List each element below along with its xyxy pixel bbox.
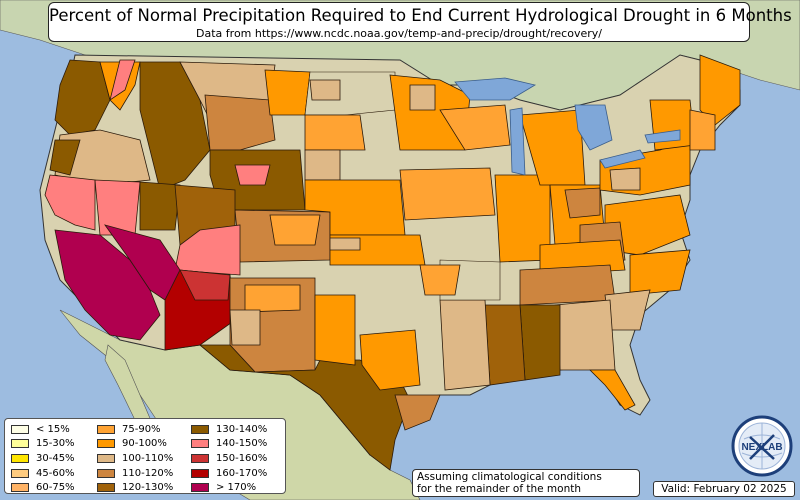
region-arkansas-louisiana (439, 299, 491, 391)
valid-date: Valid: February 02 2025 (653, 481, 795, 497)
legend-swatch (11, 439, 29, 449)
region-nevada-east (139, 181, 181, 231)
assumption-note-line1: Assuming climatological conditions (417, 471, 602, 483)
region-tx-north (359, 329, 421, 391)
region-nevada-west (94, 179, 141, 236)
title-box: Percent of Normal Precipitation Required… (48, 2, 792, 42)
region-south-dakota-west (304, 114, 366, 151)
legend-item: 15-30% (11, 437, 75, 452)
legend-label: 160-170% (216, 467, 268, 479)
map-subtitle: Data from https://www.ncdc.noaa.gov/temp… (196, 27, 602, 40)
region-montana-east (264, 69, 311, 116)
legend-swatch (97, 439, 115, 449)
legend-column-1: < 15% 15-30% 30-45% 45-60% 60-75% (11, 422, 75, 495)
legend-label: 150-160% (216, 452, 268, 464)
legend-column-2: 75-90% 90-100% 100-110% 110-120% 120-130% (97, 422, 173, 495)
legend-swatch (191, 424, 209, 434)
legend-label: < 15% (36, 423, 70, 435)
legend-item: 160-170% (191, 466, 267, 481)
assumption-note-line2: for the remainder of the month (417, 483, 582, 495)
legend-item: 100-110% (97, 451, 173, 466)
region-arizona-north (179, 269, 231, 301)
lake-ontario (644, 129, 681, 144)
region-north-carolina (629, 249, 691, 296)
legend-label: 120-130% (122, 482, 174, 494)
lake-huron (574, 104, 613, 151)
legend-label: 15-30% (36, 438, 75, 450)
legend-swatch (191, 439, 209, 449)
legend-label: 30-45% (36, 452, 75, 464)
region-nm-north (244, 284, 301, 313)
region-mississippi (484, 304, 526, 386)
legend-swatch (191, 468, 209, 478)
legend-swatch (97, 424, 115, 434)
legend-item: 60-75% (11, 480, 75, 495)
legend-item: 45-60% (11, 466, 75, 481)
legend-label: 130-140% (216, 423, 268, 435)
lake-erie (599, 149, 646, 169)
region-florida (589, 369, 636, 411)
legend-swatch (11, 483, 29, 493)
legend-item: 150-160% (191, 451, 267, 466)
legend-swatch (97, 453, 115, 463)
region-nd-west (309, 79, 341, 101)
legend-label: 45-60% (36, 467, 75, 479)
assumption-note: Assuming climatological conditions for t… (412, 469, 640, 497)
legend-label: 75-90% (122, 423, 161, 435)
legend-label: 90-100% (122, 438, 167, 450)
legend: < 15% 15-30% 30-45% 45-60% 60-75% 75-90% 90-1… (4, 418, 286, 494)
map-title: Percent of Normal Precipitation Required… (49, 6, 792, 25)
legend-item: 110-120% (97, 466, 173, 481)
legend-item: 75-90% (97, 422, 173, 437)
region-tx-panhandle (314, 294, 356, 366)
legend-label: > 170% (216, 482, 257, 494)
legend-label: 100-110% (122, 452, 174, 464)
legend-item: 90-100% (97, 437, 173, 452)
region-wisconsin (439, 104, 511, 151)
region-ks-west (329, 237, 361, 251)
lake-michigan (509, 107, 526, 176)
region-maine (699, 54, 741, 126)
legend-swatch (191, 453, 209, 463)
region-iowa (399, 167, 496, 221)
legend-item: > 170% (191, 480, 267, 495)
legend-item: 30-45% (11, 451, 75, 466)
region-new-england (689, 109, 716, 151)
legend-label: 110-120% (122, 467, 174, 479)
region-tx-coast (394, 394, 441, 431)
region-wa-cascade (109, 59, 136, 101)
legend-swatch (191, 483, 209, 493)
nexlab-logo: NEXLAB (731, 415, 793, 477)
region-nm-west (229, 309, 261, 346)
legend-label: 140-150% (216, 438, 268, 450)
legend-item: < 15% (11, 422, 75, 437)
region-alabama (519, 304, 561, 381)
region-socal (54, 229, 161, 341)
legend-item: 120-130% (97, 480, 173, 495)
legend-item: 130-140% (191, 422, 267, 437)
legend-swatch (11, 468, 29, 478)
logo-text: NEXLAB (741, 442, 782, 453)
region-sd-sw (304, 149, 341, 181)
lake-superior (454, 77, 537, 101)
region-colorado-east (269, 214, 321, 246)
region-wyoming-pocket (234, 164, 271, 186)
region-georgia (554, 299, 616, 371)
region-pa-central (609, 167, 641, 191)
legend-column-3: 130-140% 140-150% 150-160% 160-170% > 170% (191, 422, 267, 495)
region-mn-pocket (409, 84, 436, 111)
legend-swatch (97, 468, 115, 478)
region-ohio-brown (564, 187, 601, 219)
region-montana-central (204, 94, 276, 151)
region-mo-west (419, 264, 461, 296)
legend-label: 60-75% (36, 482, 75, 494)
legend-swatch (11, 424, 29, 434)
legend-item: 140-150% (191, 437, 267, 452)
region-oregon-coast (49, 139, 81, 176)
legend-swatch (97, 483, 115, 493)
region-tennessee (519, 264, 616, 306)
legend-swatch (11, 453, 29, 463)
